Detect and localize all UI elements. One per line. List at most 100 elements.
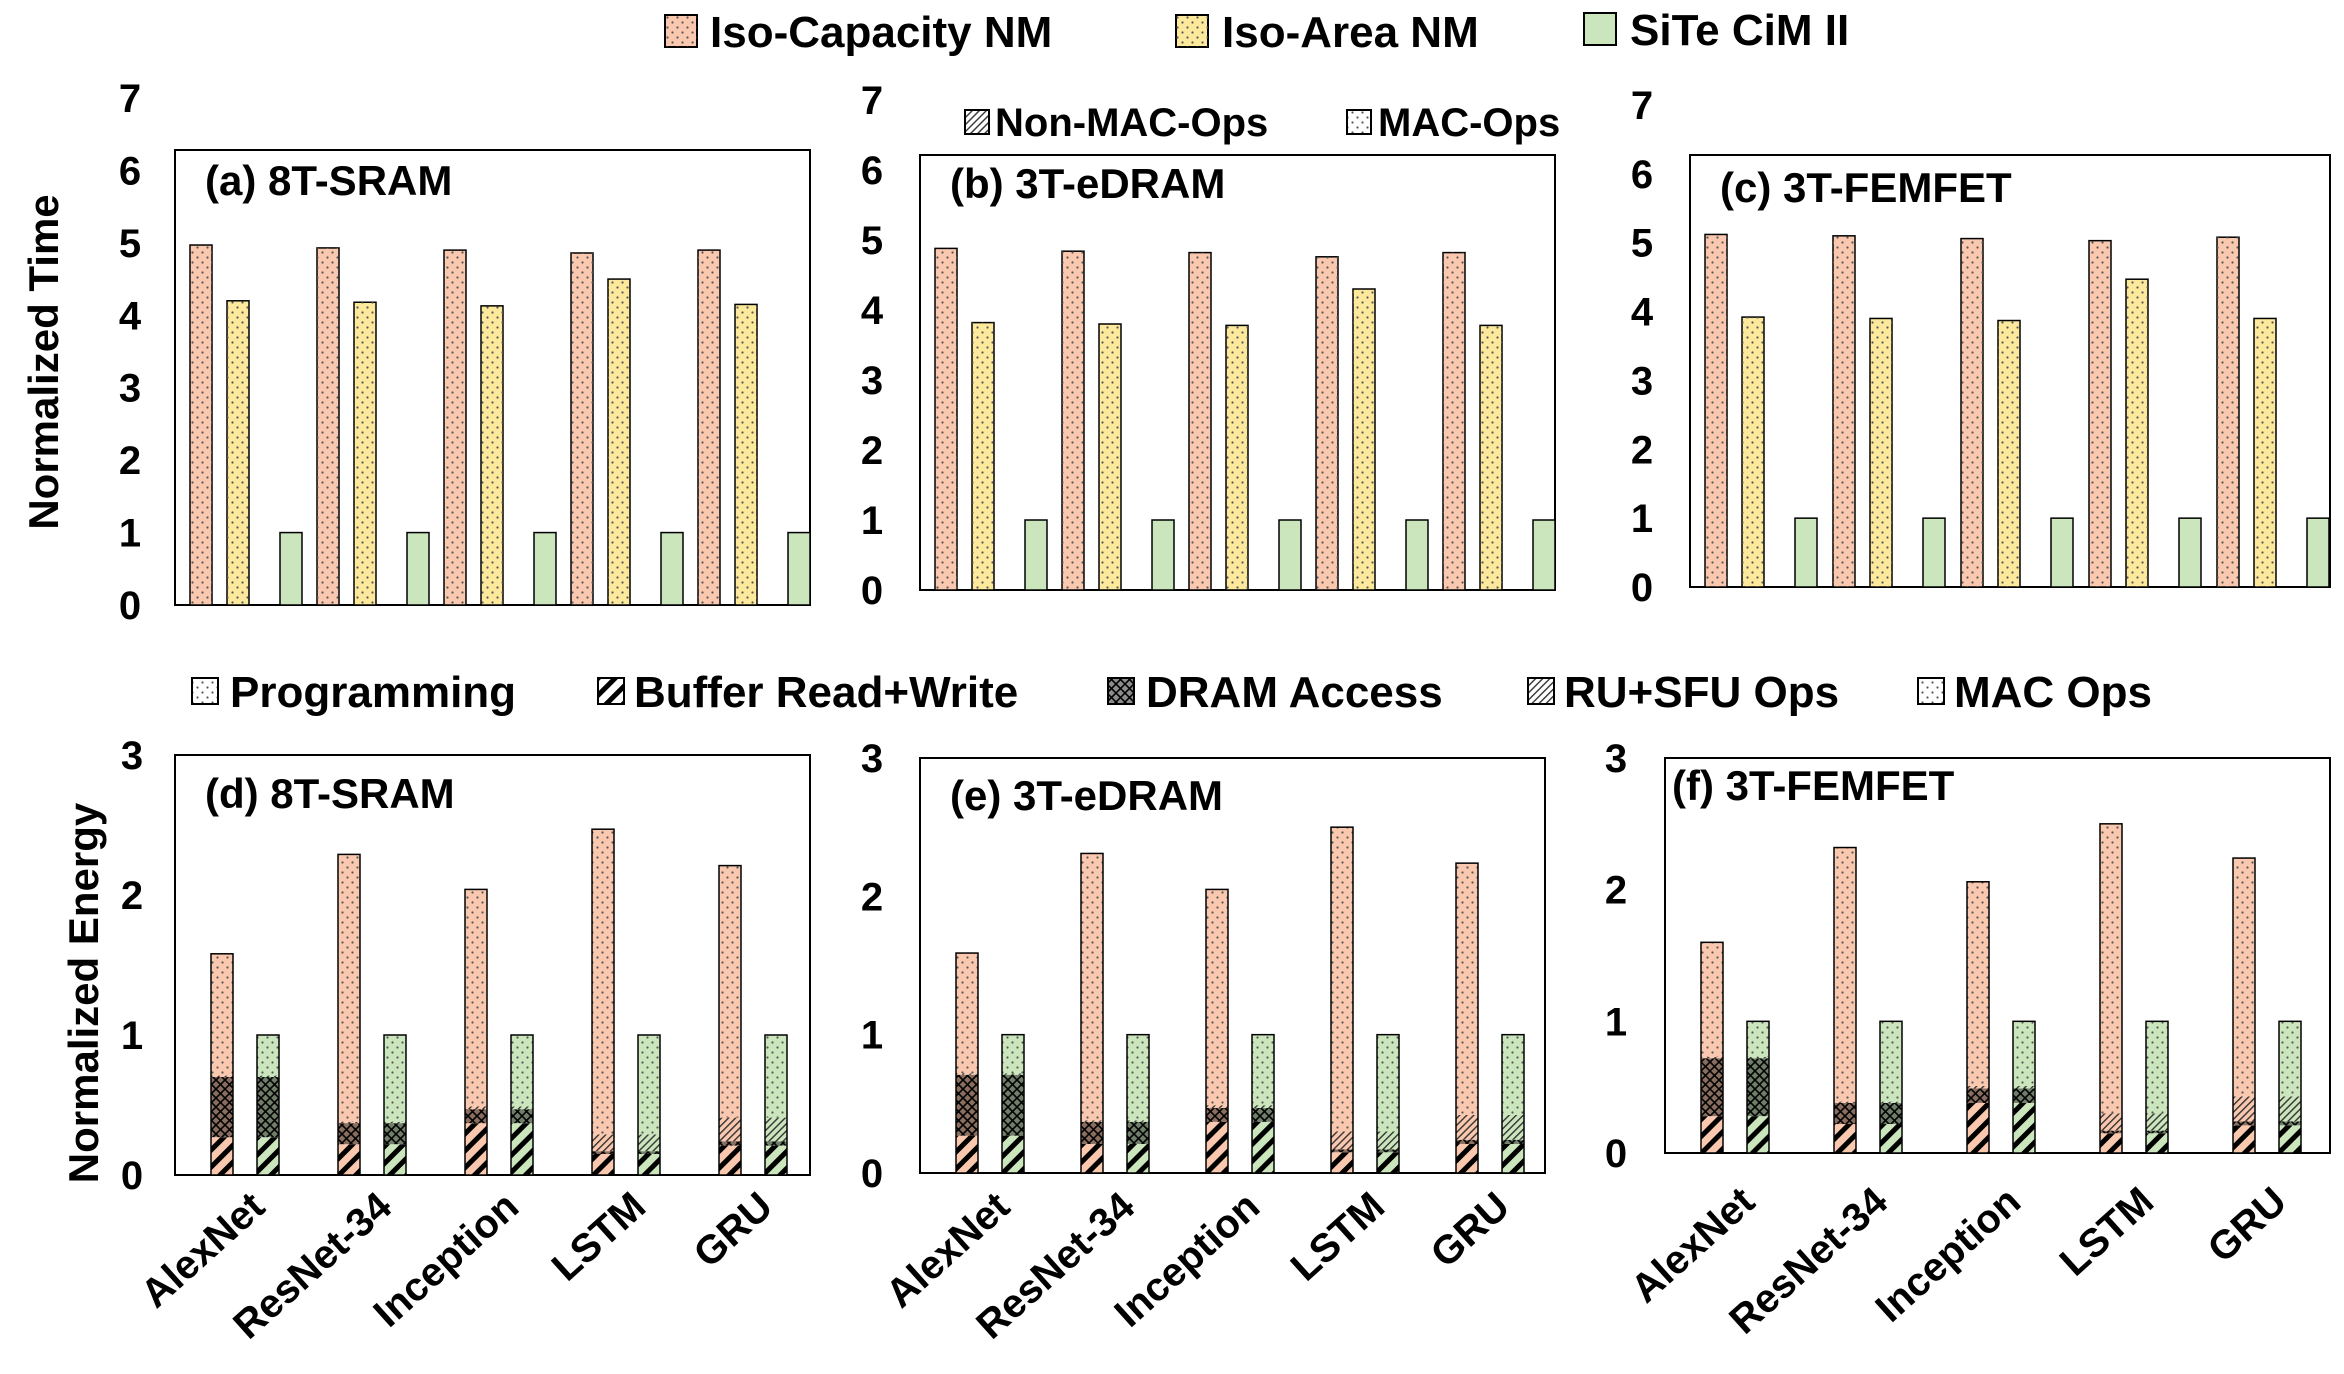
bar-pattern-ru-sfu-ops: [2279, 1096, 2301, 1122]
legend-energy: Programming Buffer Read+Write DRAM Acces…: [191, 668, 2152, 717]
bar-outline-site-cim-ii-resnet-34: [383, 1034, 407, 1176]
bar-pattern-buffer-read-write: [338, 1144, 360, 1175]
bar-pattern-buffer-read-write: [1701, 1116, 1723, 1153]
bar-pattern-dram-access: [1834, 1102, 1856, 1125]
bar-pattern-buffer-read-write: [1206, 1121, 1228, 1173]
bar-pattern-dram-access: [338, 1123, 360, 1145]
bar-pattern-mac-ops: [935, 248, 957, 590]
bar-outline-site-cim-ii-inception: [2012, 1020, 2036, 1154]
bar-pattern-mac-ops: [1252, 1034, 1274, 1106]
bar-pattern-buffer-read-write: [1377, 1152, 1399, 1173]
bar-pattern-programming: [1081, 853, 1103, 1121]
legend-item-iso-area: Iso-Area NM: [1175, 8, 1479, 57]
bar-pattern-dram-access: [511, 1109, 533, 1124]
bar-pattern-mac-ops: [1353, 289, 1375, 590]
bar-pattern-dram-access: [2146, 1130, 2168, 1134]
legend-swatch-site-cim: [1583, 12, 1617, 46]
bar-pattern-buffer-read-write: [1127, 1143, 1149, 1173]
legend-label-programming: Programming: [230, 668, 516, 717]
bar-outline-site-cim-ii-lstm: [2145, 1020, 2169, 1154]
x-tick-label-gru: GRU: [1423, 1184, 1519, 1276]
bar-pattern-ru-sfu-ops: [511, 1106, 533, 1110]
y-tick-label: 6: [1631, 153, 1653, 197]
bar-pattern-ru-sfu-ops: [1456, 1114, 1478, 1140]
bar-pattern-dram-access: [465, 1109, 487, 1124]
bar-pattern-buffer-read-write: [592, 1154, 614, 1175]
bar-pattern-ru-sfu-ops: [1331, 1131, 1353, 1150]
bar-pattern-mac-ops: [317, 247, 339, 606]
legend-swatch-programming: [191, 677, 219, 705]
y-tick-label: 6: [119, 149, 141, 193]
y-tick-label: 0: [861, 1152, 883, 1196]
bar-pattern-mac-ops: [1189, 252, 1211, 590]
bar-pattern-dram-access: [1880, 1102, 1902, 1125]
plot-frame: [1664, 757, 2331, 1154]
panel-title: (c) 3T-FEMFET: [1720, 164, 2012, 211]
panel-a-8t-sram-time: (a) 8T-SRAM 0 1 2 3 4 5 6 7: [119, 77, 811, 628]
bar-pattern-dram-access: [257, 1077, 279, 1138]
legend-time: Non-MAC-Ops MAC-Ops: [964, 101, 1560, 145]
panel-title: (d) 8T-SRAM: [205, 770, 455, 817]
bar-outline-iso-capacity-nm-gru: [1455, 862, 1479, 1174]
bar-pattern-buffer-read-write: [384, 1144, 406, 1175]
bar-outline-site-cim-ii-lstm: [637, 1034, 661, 1176]
y-tick-label: 2: [119, 439, 141, 483]
bar-pattern-dram-access: [2100, 1130, 2122, 1134]
bar-pattern-dram-access: [638, 1151, 660, 1154]
bar-pattern-mac-ops: [1742, 317, 1764, 587]
bar-pattern-dram-access: [1747, 1058, 1769, 1117]
bar-pattern-dram-access: [956, 1074, 978, 1136]
bar-site-cim-ii-lstm: [1405, 519, 1429, 591]
bar-pattern-programming: [2233, 858, 2255, 1097]
legend-swatch-ru-sfu-ops: [1527, 677, 1555, 705]
bar-pattern-buffer-read-write: [2279, 1125, 2301, 1153]
legend-swatch-buffer-read-write: [597, 677, 625, 705]
bar-pattern-mac-ops: [1316, 256, 1338, 590]
x-tick-label-inception: Inception: [1867, 1179, 2029, 1331]
y-tick-label: 3: [1605, 737, 1627, 781]
legend-label-iso-capacity: Iso-Capacity NM: [710, 8, 1052, 57]
bar-outline-site-cim-ii-resnet-34: [1879, 1020, 1903, 1154]
bar-pattern-buffer-read-write: [2233, 1125, 2255, 1153]
bar-pattern-mac-ops: [1443, 252, 1465, 590]
bar-pattern-mac-ops: [2217, 237, 2239, 587]
bar-pattern-dram-access: [2233, 1121, 2255, 1126]
bar-pattern-buffer-read-write: [1002, 1135, 1024, 1173]
x-tick-label-lstm: LSTM: [544, 1184, 654, 1290]
bar-pattern-buffer-read-write: [465, 1123, 487, 1175]
bar-pattern-programming: [956, 953, 978, 1074]
bar-pattern-ru-sfu-ops: [719, 1117, 741, 1142]
y-tick-label: 5: [119, 222, 141, 266]
bar-pattern-dram-access: [1502, 1139, 1524, 1144]
bar-pattern-mac-ops: [444, 250, 466, 605]
legend-item-iso-capacity: Iso-Capacity NM: [664, 8, 1052, 57]
bar-pattern-buffer-read-write: [1502, 1143, 1524, 1173]
bar-pattern-programming: [1331, 827, 1353, 1132]
bar-pattern-buffer-read-write: [1834, 1124, 1856, 1153]
legend-swatch-dram-access: [1107, 677, 1135, 705]
y-tick-label: 5: [861, 219, 883, 263]
y-tick-label: 7: [1631, 84, 1653, 128]
bar-outline-iso-capacity-nm-inception: [1966, 881, 1990, 1154]
bar-pattern-mac-ops: [608, 279, 630, 605]
bar-pattern-buffer-read-write: [956, 1135, 978, 1173]
bar-pattern-mac-ops: [638, 1035, 660, 1135]
bar-site-cim-ii-resnet-34: [1922, 517, 1946, 588]
bar-site-cim-ii-gru: [2306, 517, 2330, 588]
bar-pattern-mac-ops: [481, 305, 503, 605]
bar-pattern-mac-ops: [1480, 325, 1502, 590]
bar-pattern-dram-access: [1331, 1149, 1353, 1153]
bar-pattern-mac-ops: [1099, 324, 1121, 590]
bar-pattern-programming: [1456, 863, 1478, 1115]
bar-pattern-buffer-read-write: [2146, 1133, 2168, 1153]
x-tick-label-gru: GRU: [2200, 1179, 2296, 1271]
bar-pattern-ru-sfu-ops: [638, 1134, 660, 1152]
y-tick-label: 6: [861, 149, 883, 193]
bar-pattern-dram-access: [384, 1123, 406, 1145]
bar-pattern-dram-access: [1456, 1139, 1478, 1144]
bar-pattern-buffer-read-write: [1331, 1152, 1353, 1173]
bar-pattern-ru-sfu-ops: [1081, 1120, 1103, 1122]
bar-outline-site-cim-ii-inception: [1251, 1033, 1275, 1174]
